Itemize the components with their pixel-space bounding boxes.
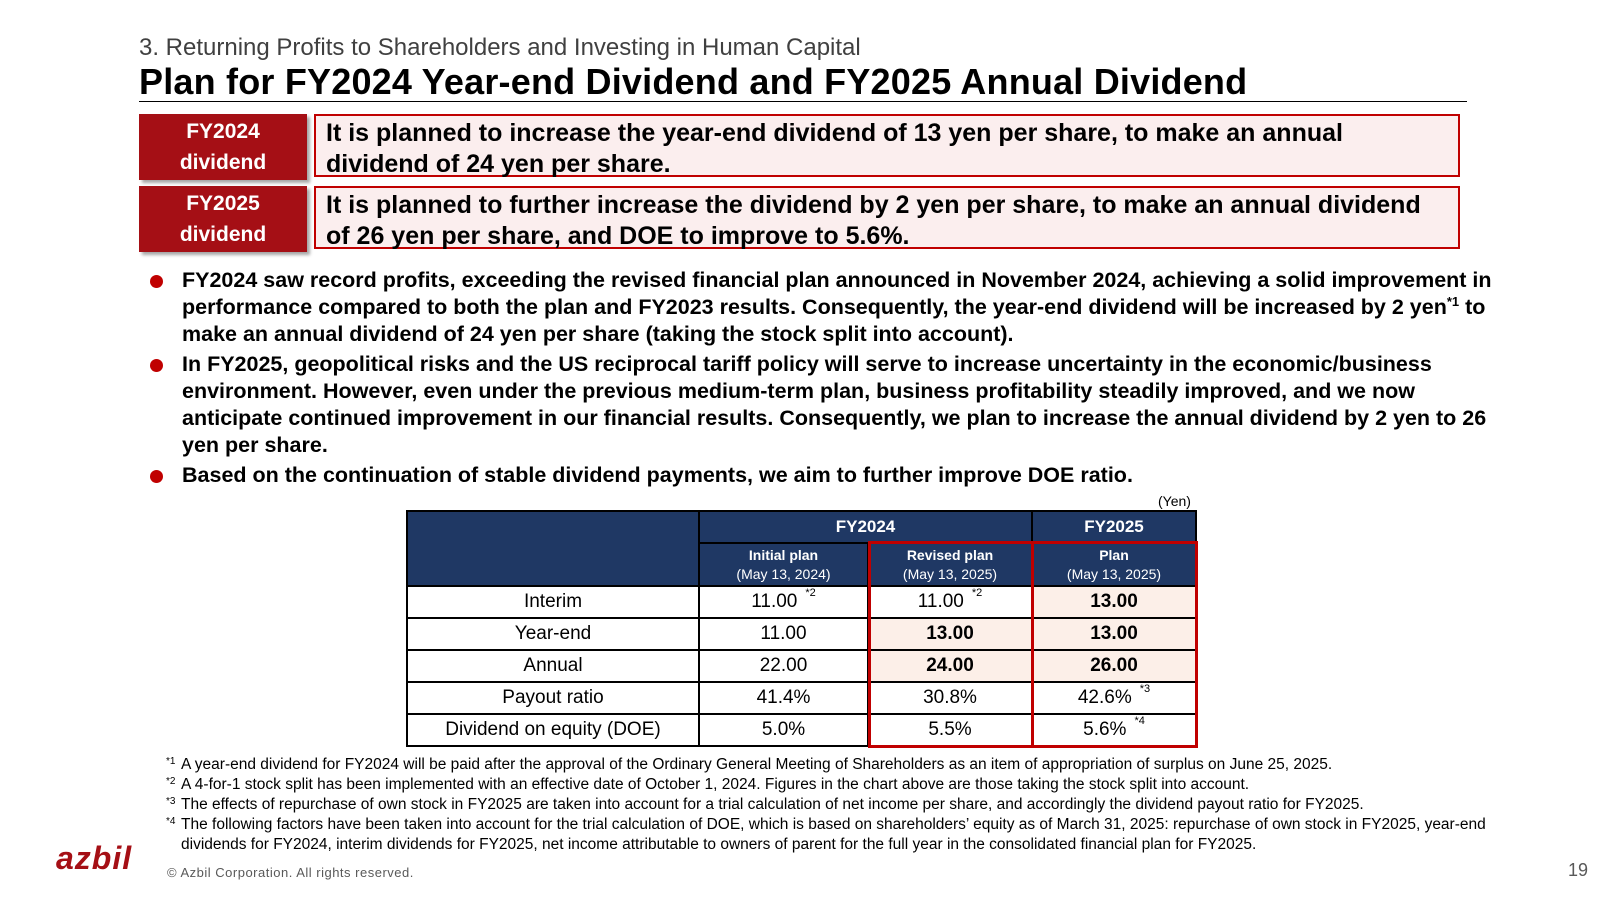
col-title: Revised plan <box>906 546 994 563</box>
azbil-logo: azbil <box>56 840 133 876</box>
footnote: *4 The following factors have been taken … <box>166 815 1546 855</box>
table-row: Payout ratio 41.4% 30.8% 42.6% *3 <box>406 681 1197 715</box>
copyright: © Azbil Corporation. All rights reserved… <box>167 865 414 880</box>
footnote-mark: *3 <box>166 796 176 807</box>
fy2024-group-header: FY2024 <box>698 510 1033 544</box>
fy2024-tag-label: FY2024 dividend <box>179 120 267 174</box>
col-title: Initial plan <box>748 546 819 563</box>
bullet-list: FY2024 saw record profits, exceeding the… <box>150 267 1500 492</box>
bullet-text: to make an annual dividend of 24 yen per… <box>182 295 1486 346</box>
table-row: Year-end 11.00 13.00 13.00 <box>406 617 1197 651</box>
table-cell: 11.00 *2 <box>867 585 1033 619</box>
table-row: Annual 22.00 24.00 26.00 <box>406 649 1197 683</box>
table-cell: 26.00 <box>1031 649 1197 683</box>
table-cell: 5.0% <box>698 713 869 747</box>
footnote: *1 A year-end dividend for FY2024 will be… <box>166 755 1546 775</box>
col-date: (May 13, 2024) <box>736 565 831 582</box>
bullet-item: FY2024 saw record profits, exceeding the… <box>150 267 1500 348</box>
page-title: Plan for FY2024 Year-end Dividend and FY… <box>139 61 1248 102</box>
col-initial-plan-header: Initial plan (May 13, 2024) <box>698 542 869 587</box>
fy2024-dividend-message: It is planned to increase the year-end d… <box>314 114 1460 178</box>
footnote-ref: *4 <box>1134 715 1145 727</box>
table-unit-label: (Yen) <box>1158 493 1191 509</box>
row-label: Payout ratio <box>406 681 700 715</box>
col-date: (May 13, 2025) <box>902 565 998 582</box>
fy2025-dividend-message: It is planned to further increase the di… <box>314 186 1460 250</box>
table-cell: 11.00 <box>698 617 869 651</box>
col-fy2025-plan-header: Plan (May 13, 2025) <box>1031 542 1197 587</box>
footnote-mark: *2 <box>166 776 176 787</box>
bullet-item: Based on the continuation of stable divi… <box>150 462 1500 489</box>
bullet-item: In FY2025, geopolitical risks and the US… <box>150 351 1500 459</box>
table-cell: 5.6% *4 <box>1031 713 1197 747</box>
fy2024-dividend-tag: FY2024 dividend <box>139 114 307 180</box>
table-corner-header <box>406 510 700 587</box>
table-row: Dividend on equity (DOE) 5.0% 5.5% 5.6% *… <box>406 713 1197 747</box>
footnote-ref: *2 <box>805 587 816 599</box>
footnote-ref: *2 <box>971 587 983 599</box>
table-cell: 13.00 <box>867 617 1033 651</box>
footnotes: *1 A year-end dividend for FY2024 will be… <box>166 755 1546 855</box>
row-label: Interim <box>406 585 700 619</box>
table-header-row: FY2024 FY2025 <box>406 510 1197 587</box>
table-cell: 13.00 <box>1031 585 1197 619</box>
table-cell: 42.6% *3 <box>1031 681 1197 715</box>
bullet-dot-icon <box>150 470 163 483</box>
footnote-mark: *1 <box>166 756 176 767</box>
table-cell: 41.4% <box>698 681 869 715</box>
fy2025-dividend-tag: FY2025 dividend <box>139 186 307 252</box>
bullet-text: In FY2025, geopolitical risks and the US… <box>182 352 1487 457</box>
footnote-text: A 4-for-1 stock split has been implement… <box>181 776 1250 793</box>
footnote-text: The following factors have been taken in… <box>181 816 1486 853</box>
table-cell: 13.00 <box>1031 617 1197 651</box>
col-date: (May 13, 2025) <box>1066 565 1162 582</box>
footnote-text: The effects of repurchase of own stock i… <box>181 796 1364 813</box>
footnote-mark: *4 <box>166 816 176 827</box>
table-row: Interim 11.00 *2 11.00 *2 13.00 <box>406 585 1197 619</box>
col-title: Plan <box>1099 546 1129 563</box>
row-label: Annual <box>406 649 700 683</box>
table-cell: 11.00 *2 <box>698 585 869 619</box>
fy2025-group-header: FY2025 <box>1031 510 1197 544</box>
bullet-text: FY2024 saw record profits, exceeding the… <box>182 268 1492 319</box>
table-cell: 30.8% <box>867 681 1033 715</box>
row-label: Year-end <box>406 617 700 651</box>
page-number: 19 <box>1568 860 1589 880</box>
bullet-dot-icon <box>150 359 163 372</box>
footnote: *3 The effects of repurchase of own stock… <box>166 795 1546 815</box>
bullet-dot-icon <box>150 275 163 288</box>
footnote-text: A year-end dividend for FY2024 will be p… <box>181 756 1333 773</box>
footnote: *2 A 4-for-1 stock split has been impleme… <box>166 775 1546 795</box>
table-cell: 5.5% <box>867 713 1033 747</box>
section-subtitle: 3. Returning Profits to Shareholders and… <box>139 34 861 61</box>
fy2025-tag-label: FY2025 dividend <box>179 192 267 246</box>
row-label: Dividend on equity (DOE) <box>406 713 700 747</box>
table-subheader-row: Initial plan (May 13, 2024) Revised plan (… <box>407 542 1197 587</box>
footnote-ref: *3 <box>1139 683 1151 695</box>
bullet-text: Based on the continuation of stable divi… <box>182 463 1133 487</box>
table-cell: 22.00 <box>698 649 869 683</box>
title-divider <box>139 101 1467 102</box>
dividend-table: FY2024 FY2025 Initial plan (May 13, 2024)… <box>406 510 1197 747</box>
footnote-ref: *1 <box>1446 293 1460 309</box>
table-cell: 24.00 <box>867 649 1033 683</box>
col-revised-plan-header: Revised plan (May 13, 2025) <box>867 542 1033 587</box>
